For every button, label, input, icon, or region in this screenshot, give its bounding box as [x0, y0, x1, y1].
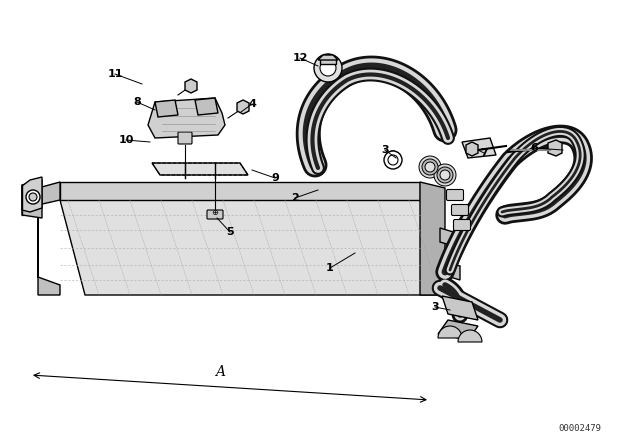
Polygon shape — [152, 163, 248, 175]
Polygon shape — [195, 98, 218, 115]
Text: ⊕: ⊕ — [211, 207, 218, 216]
Polygon shape — [60, 200, 445, 295]
Text: 8: 8 — [133, 97, 141, 107]
Circle shape — [29, 193, 37, 201]
Polygon shape — [318, 55, 338, 60]
Polygon shape — [237, 100, 249, 114]
Polygon shape — [22, 180, 42, 208]
Text: 10: 10 — [118, 135, 134, 145]
Polygon shape — [38, 182, 60, 295]
Wedge shape — [438, 326, 462, 338]
Text: 7: 7 — [480, 148, 488, 158]
Circle shape — [314, 54, 342, 82]
Text: 4: 4 — [248, 99, 256, 109]
Polygon shape — [466, 142, 478, 156]
Polygon shape — [420, 182, 445, 295]
FancyBboxPatch shape — [447, 190, 463, 201]
Text: 3: 3 — [381, 145, 389, 155]
Text: 1: 1 — [326, 263, 334, 273]
Polygon shape — [440, 228, 460, 248]
Polygon shape — [320, 58, 336, 64]
Circle shape — [386, 151, 400, 165]
Polygon shape — [185, 79, 197, 93]
Circle shape — [440, 170, 450, 180]
Text: 9: 9 — [271, 173, 279, 183]
FancyBboxPatch shape — [451, 204, 468, 215]
FancyBboxPatch shape — [178, 132, 192, 144]
Polygon shape — [60, 182, 420, 200]
Circle shape — [390, 155, 397, 161]
Polygon shape — [442, 296, 478, 320]
Text: 6: 6 — [530, 143, 538, 153]
Text: 3: 3 — [431, 302, 439, 312]
Circle shape — [419, 156, 441, 178]
Circle shape — [437, 167, 453, 183]
Text: 00002479: 00002479 — [559, 423, 602, 432]
FancyBboxPatch shape — [454, 220, 470, 231]
Circle shape — [388, 155, 398, 165]
Polygon shape — [548, 140, 562, 156]
Polygon shape — [440, 260, 460, 280]
Polygon shape — [22, 205, 42, 218]
Circle shape — [425, 162, 435, 172]
Polygon shape — [462, 138, 496, 158]
Circle shape — [384, 151, 402, 169]
Polygon shape — [148, 98, 225, 138]
Circle shape — [434, 164, 456, 186]
Circle shape — [422, 159, 438, 175]
Text: 2: 2 — [291, 193, 299, 203]
Text: A: A — [215, 365, 225, 379]
Wedge shape — [458, 330, 482, 342]
Circle shape — [320, 60, 336, 76]
Polygon shape — [155, 100, 178, 117]
FancyBboxPatch shape — [207, 210, 223, 219]
Text: 5: 5 — [226, 227, 234, 237]
Text: 12: 12 — [292, 53, 308, 63]
Circle shape — [26, 190, 40, 204]
Text: 11: 11 — [108, 69, 123, 79]
Polygon shape — [438, 320, 478, 340]
Polygon shape — [22, 177, 42, 212]
